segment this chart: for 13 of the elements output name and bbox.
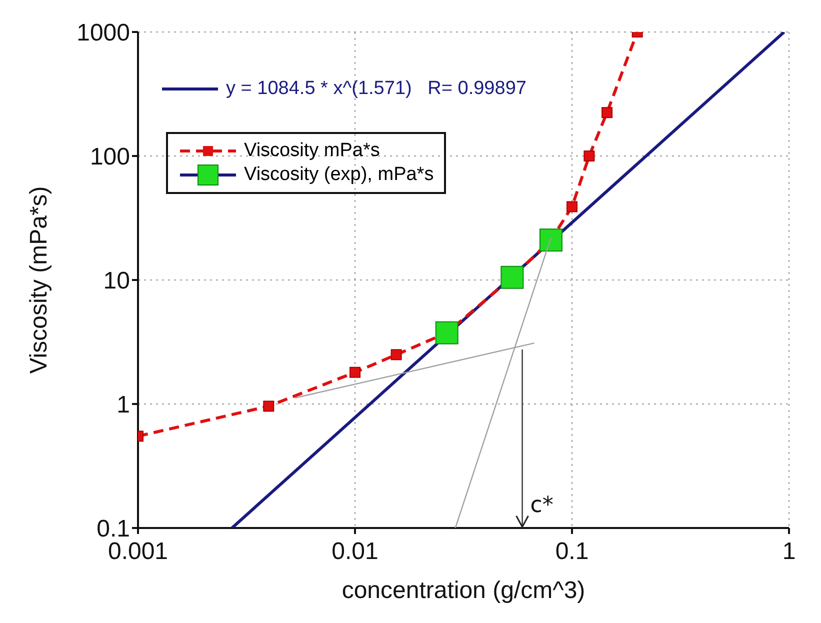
x-axis-title: concentration (g/cm^3) xyxy=(342,577,586,604)
legend-label: y = 1084.5 * x^(1.571) R= 0.99897 xyxy=(226,78,526,100)
x-tick-label: 0.01 xyxy=(332,538,378,566)
x-tick-label: 1 xyxy=(782,538,796,566)
y-tick-label: 1 xyxy=(116,392,130,419)
legend-label: Viscosity mPa*s xyxy=(244,140,380,162)
annotation: c* xyxy=(530,492,554,518)
legend-label: Viscosity (exp), mPa*s xyxy=(244,164,434,186)
x-tick-label: 0.1 xyxy=(555,538,589,566)
y-tick-label: 1000 xyxy=(76,20,130,47)
y-tick-label: 10 xyxy=(103,268,130,295)
y-axis-title: Viscosity (mPa*s) xyxy=(26,186,53,374)
y-tick-label: 100 xyxy=(90,144,130,171)
